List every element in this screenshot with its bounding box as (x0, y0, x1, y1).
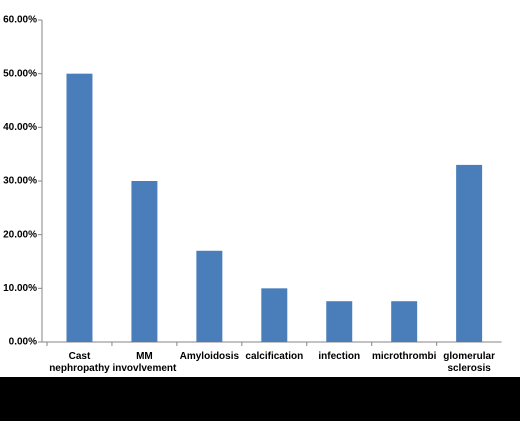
x-tick-label: calcification (245, 351, 303, 362)
x-tick-label: MM invovlvement (112, 351, 177, 374)
bar (66, 73, 93, 343)
x-tick-label: Cast nephropathy (49, 351, 110, 374)
y-tick-label: 50.00% (3, 68, 37, 79)
y-tick-label: 10.00% (3, 283, 37, 294)
x-tick-label: glomerular sclerosis (443, 351, 495, 374)
y-tick-label: 40.00% (3, 122, 37, 133)
y-tick-label: 60.00% (3, 15, 37, 26)
y-tick-label: 20.00% (3, 229, 37, 240)
x-tick-label: microthrombi (372, 351, 437, 362)
x-tick-label: infection (318, 351, 360, 362)
bar (261, 288, 288, 342)
y-tick-label: 0.00% (9, 337, 37, 348)
bar (131, 181, 158, 342)
bar (196, 250, 223, 342)
bottom-band (0, 377, 520, 421)
x-tick-label: Amyloidosis (180, 351, 240, 362)
y-tick-label: 30.00% (3, 176, 37, 187)
bar (326, 301, 353, 342)
bar (391, 301, 418, 342)
bar (456, 164, 483, 342)
